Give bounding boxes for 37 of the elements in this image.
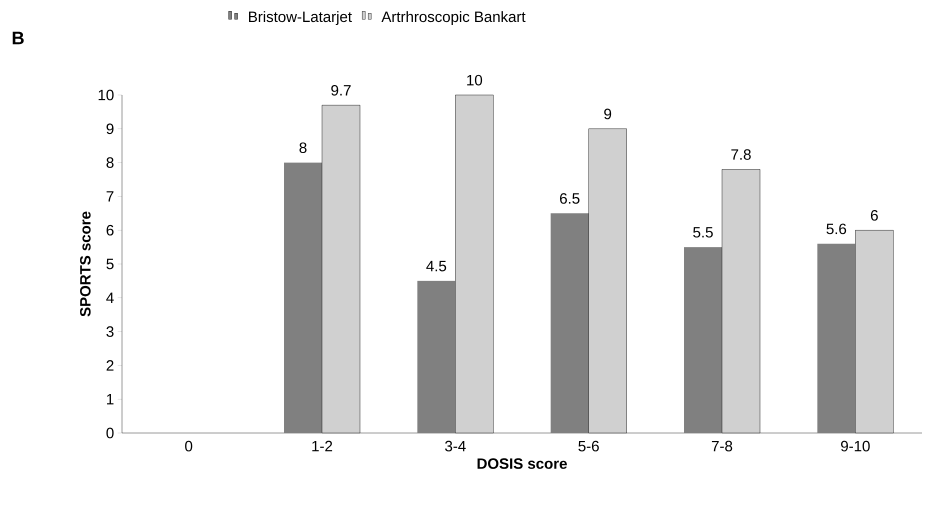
- y-axis-title: SPORTS score: [80, 212, 91, 316]
- y-tick-label: 1: [107, 394, 114, 404]
- data-label: 9: [604, 108, 612, 120]
- y-tick-label: 0: [106, 428, 114, 438]
- data-label: 8: [299, 142, 307, 154]
- y-tick-label: 10: [98, 90, 114, 100]
- legend-label: Artrhroscopic Bankart: [381, 11, 526, 26]
- x-tick-label: 7-8: [712, 440, 732, 452]
- data-label: 9.7: [331, 84, 351, 96]
- y-tick-label: 8: [106, 157, 114, 168]
- y-tick-label: 2: [106, 360, 114, 371]
- data-label: 5.6: [826, 224, 846, 234]
- x-tick-label: 0: [185, 440, 192, 452]
- data-label: 5.5: [693, 227, 713, 238]
- y-tick-label: 5: [106, 258, 114, 270]
- y-tick-label: 7: [106, 191, 114, 202]
- legend-label: Bristow-Latarjet: [249, 11, 352, 26]
- y-tick-label: 3: [106, 326, 114, 337]
- x-tick-label: 9-10: [841, 440, 870, 452]
- data-label: 6.5: [560, 193, 580, 204]
- bar: [550, 213, 589, 433]
- bar: [417, 280, 456, 433]
- data-label: 4.5: [426, 260, 446, 272]
- data-label: 10: [467, 74, 482, 86]
- data-label: 7.8: [731, 149, 751, 160]
- bar: [817, 244, 856, 433]
- x-tick-label: 3-4: [445, 440, 466, 452]
- y-tick-label: 4: [106, 292, 114, 303]
- bar: [684, 247, 722, 433]
- text: B: [12, 32, 24, 44]
- x-tick-label: 5-6: [578, 440, 599, 452]
- data-label: 6: [870, 210, 878, 221]
- x-tick-label: 1-2: [312, 440, 332, 452]
- x-axis-title: DOSIS score: [478, 458, 567, 469]
- y-tick-label: 6: [106, 224, 114, 236]
- y-tick-label: 9: [106, 123, 114, 134]
- bar: [284, 162, 322, 433]
